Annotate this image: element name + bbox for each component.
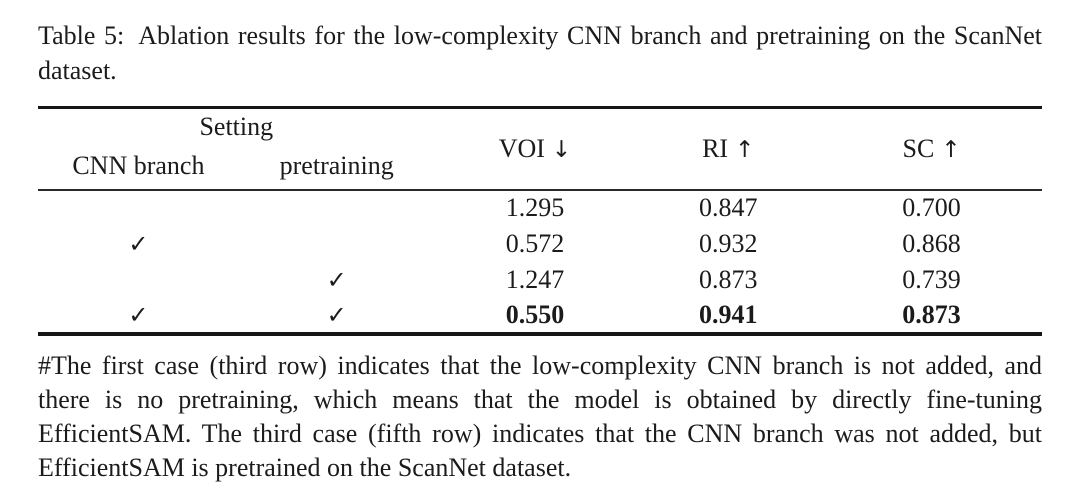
ri-value: 0.932 bbox=[698, 228, 758, 258]
cnn-branch-check-cell: ✓ bbox=[38, 298, 239, 334]
column-header-voi-label: VOI bbox=[498, 133, 545, 163]
up-arrow-icon: ↑ bbox=[735, 136, 755, 163]
column-header-pretraining: pretraining bbox=[238, 143, 435, 191]
sc-value: 0.868 bbox=[902, 228, 961, 258]
ablation-results-table: Setting VOI ↓ RI ↑ SC ↑ CNN branch pretrain… bbox=[38, 106, 1042, 336]
ri-value: 0.873 bbox=[698, 264, 758, 294]
table-footnote: #The first case (third row) indicates th… bbox=[38, 350, 1042, 482]
paper-page: Table 5: Ablation results for the low-com… bbox=[38, 18, 1042, 482]
column-header-sc-label: SC bbox=[902, 133, 935, 163]
pretraining-check-cell bbox=[239, 190, 435, 226]
cnn-branch-check-cell bbox=[38, 190, 239, 226]
voi-value: 0.550 bbox=[505, 299, 565, 329]
pretraining-check-cell: ✓ bbox=[239, 262, 435, 298]
column-header-cnn-branch: CNN branch bbox=[38, 143, 239, 191]
group-header-row: Setting VOI ↓ RI ↑ SC ↑ bbox=[38, 107, 1042, 191]
table-caption: Table 5: Ablation results for the low-com… bbox=[38, 18, 1042, 88]
sc-value: 0.873 bbox=[902, 299, 961, 329]
table-header: Setting VOI ↓ RI ↑ SC ↑ CNN branch pretrain… bbox=[38, 107, 1042, 191]
group-header-setting: Setting bbox=[199, 111, 274, 141]
column-header-ri-label: RI bbox=[702, 133, 729, 163]
table-row-best: ✓ ✓ 0.550 0.941 0.873 bbox=[38, 298, 1042, 334]
checkmark-icon: ✓ bbox=[128, 300, 149, 329]
pretraining-check-cell: ✓ bbox=[239, 298, 435, 334]
down-arrow-icon: ↓ bbox=[551, 136, 572, 163]
ri-value: 0.847 bbox=[698, 193, 758, 222]
table-row: 1.295 0.847 0.700 bbox=[38, 190, 1042, 226]
checkmark-icon: ✓ bbox=[128, 229, 149, 258]
cnn-branch-check-cell bbox=[38, 262, 239, 298]
pretraining-check-cell bbox=[239, 226, 435, 262]
ri-value: 0.941 bbox=[698, 299, 758, 329]
voi-value: 1.247 bbox=[505, 264, 565, 294]
sub-header-row: CNN branch pretraining bbox=[38, 143, 1042, 191]
table-row: ✓ 0.572 0.932 0.868 bbox=[38, 226, 1042, 262]
cnn-branch-check-cell: ✓ bbox=[38, 226, 239, 262]
table-row: ✓ 1.247 0.873 0.739 bbox=[38, 262, 1042, 298]
column-header-ri: RI ↑ bbox=[635, 107, 822, 191]
sc-value: 0.739 bbox=[902, 264, 961, 294]
column-header-sc: SC ↑ bbox=[821, 107, 1042, 191]
voi-value: 0.572 bbox=[505, 228, 565, 258]
checkmark-icon: ✓ bbox=[326, 300, 347, 329]
table-body: 1.295 0.847 0.700 ✓ 0.572 0.932 0.868 ✓ … bbox=[38, 190, 1042, 334]
table-caption-text: Ablation results for the low-complexity … bbox=[38, 21, 1043, 85]
checkmark-icon: ✓ bbox=[326, 265, 347, 294]
up-arrow-icon: ↑ bbox=[941, 136, 961, 163]
table-caption-label: Table 5: bbox=[38, 21, 125, 50]
column-header-voi: VOI ↓ bbox=[434, 107, 636, 191]
voi-value: 1.295 bbox=[505, 193, 565, 222]
sc-value: 0.700 bbox=[902, 193, 961, 222]
